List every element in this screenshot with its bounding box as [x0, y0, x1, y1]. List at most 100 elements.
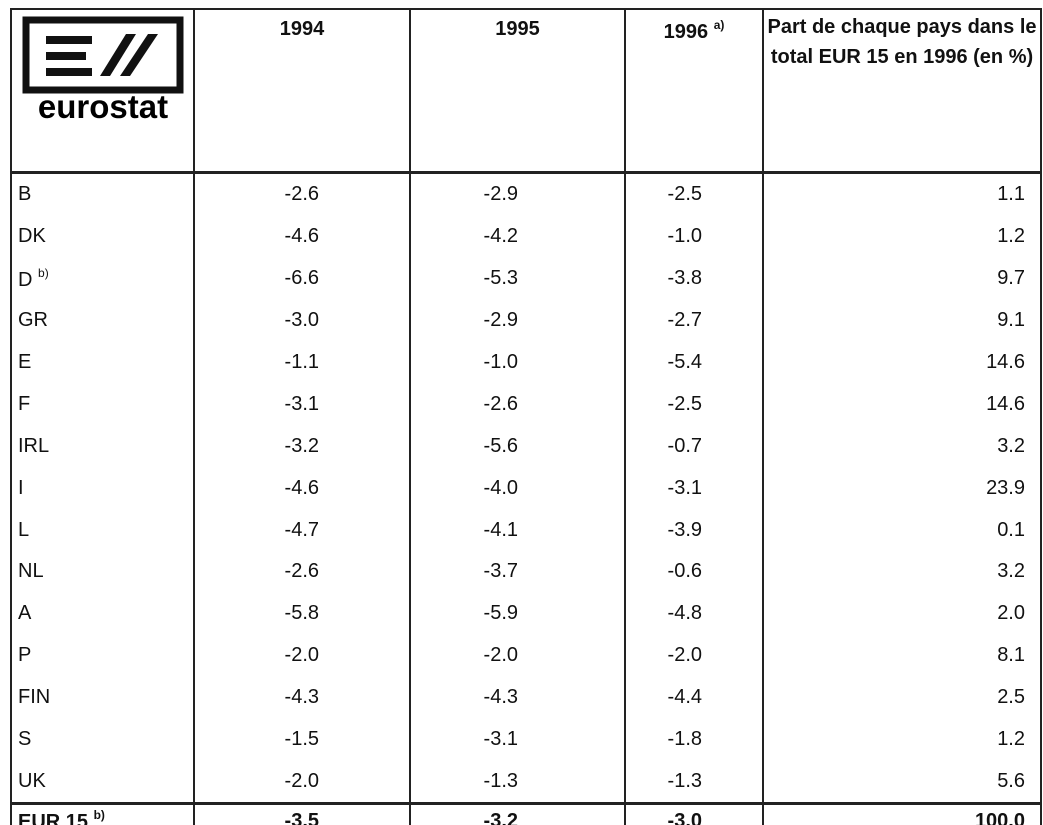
row-label: S — [10, 718, 195, 761]
data-row: IRL -3.2 -5.6 -0.7 3.2 — [10, 425, 1042, 468]
column-header: Part de chaque pays dans le total EUR 15… — [762, 8, 1042, 174]
cell-value: -5.3 — [409, 257, 626, 300]
logo-text: eurostat — [37, 88, 167, 125]
label-text: S — [18, 728, 32, 751]
cell-value: -6.6 — [193, 257, 411, 300]
row-label: EUR 15 b) — [10, 802, 195, 825]
cell-value: -2.6 — [193, 551, 411, 593]
cell-value: -2.6 — [193, 172, 411, 216]
cell-value: -3.1 — [409, 718, 626, 761]
cell-value: -1.0 — [409, 341, 626, 384]
label-text: B — [18, 183, 32, 206]
data-row: S -1.5 -3.1 -1.8 1.2 — [10, 718, 1042, 761]
cell-value: 8.1 — [762, 634, 1042, 677]
cell-value: -3.1 — [624, 467, 764, 510]
label-text: EUR 15 — [18, 811, 89, 825]
row-label: F — [10, 383, 195, 426]
label-text: E — [18, 351, 32, 373]
data-row: E -1.1 -1.0 -5.4 14.6 — [10, 341, 1042, 384]
data-row: DK -4.6 -4.2 -1.0 1.2 — [10, 215, 1042, 258]
cell-value: -4.3 — [409, 676, 626, 719]
cell-value: -3.5 — [193, 802, 411, 825]
cell-value: -5.9 — [409, 592, 626, 635]
cell-value: -2.9 — [409, 299, 626, 342]
data-row: F -3.1 -2.6 -2.5 14.6 — [10, 383, 1042, 426]
column-header: 1995 — [409, 8, 626, 174]
data-row: B -2.6 -2.9 -2.5 1.1 — [10, 172, 1042, 216]
cell-value: -4.1 — [409, 509, 626, 552]
cell-value: 1.1 — [762, 172, 1042, 216]
cell-value: 9.7 — [762, 257, 1042, 300]
cell-value: 1.2 — [762, 718, 1042, 761]
row-label: NL — [10, 551, 195, 593]
header-label: 1996 — [663, 21, 709, 43]
data-row: FIN -4.3 -4.3 -4.4 2.5 — [10, 676, 1042, 719]
cell-value: -2.0 — [624, 634, 764, 677]
cell-value: -1.1 — [193, 341, 411, 384]
label-text: F — [18, 392, 31, 415]
cell-value: 0.1 — [762, 509, 1042, 552]
row-label: E — [10, 341, 195, 384]
cell-value: -1.0 — [624, 215, 764, 258]
cell-value: -4.6 — [193, 215, 411, 258]
cell-value: -4.8 — [624, 592, 764, 635]
cell-value: -1.3 — [409, 760, 626, 804]
data-row: UK -2.0 -1.3 -1.3 5.6 — [10, 760, 1042, 804]
cell-value: -1.8 — [624, 718, 764, 761]
footnote-mark: b) — [93, 808, 105, 823]
cell-value: 14.6 — [762, 383, 1042, 426]
logo-glyph — [45, 34, 158, 76]
cell-value: -4.0 — [409, 467, 626, 510]
cell-value: -2.5 — [624, 383, 764, 426]
cell-value: -0.6 — [624, 551, 764, 593]
row-label: D b) — [10, 257, 195, 300]
cell-value: 14.6 — [762, 341, 1042, 384]
cell-value: 9.1 — [762, 299, 1042, 342]
cell-value: -5.6 — [409, 425, 626, 468]
cell-value: 5.6 — [762, 760, 1042, 804]
row-label: UK — [10, 760, 195, 804]
header-row: eurostat 1994 1995 1996 a) Part de chaque p… — [10, 8, 1042, 174]
row-label: FIN — [10, 676, 195, 719]
row-label: P — [10, 634, 195, 677]
cell-value: -5.4 — [624, 341, 764, 384]
cell-value: -2.0 — [409, 634, 626, 677]
row-label: GR — [10, 299, 195, 342]
column-header: 1994 — [193, 8, 411, 174]
cell-value: -1.5 — [193, 718, 411, 761]
cell-value: -3.0 — [624, 802, 764, 825]
data-row: L -4.7 -4.1 -3.9 0.1 — [10, 509, 1042, 552]
cell-value: -0.7 — [624, 425, 764, 468]
cell-value: 1.2 — [762, 215, 1042, 258]
cell-value: -5.8 — [193, 592, 411, 635]
cell-value: -2.0 — [193, 634, 411, 677]
cell-value: 23.9 — [762, 467, 1042, 510]
label-text: L — [18, 518, 30, 541]
cell-value: 3.2 — [762, 425, 1042, 468]
label-text: GR — [18, 309, 48, 332]
cell-value: -3.7 — [409, 551, 626, 593]
cell-value: -2.5 — [624, 172, 764, 216]
total-row: EUR 15 b) -3.5 -3.2 -3.0 100.0 — [10, 802, 1042, 825]
cell-value: -4.7 — [193, 509, 411, 552]
data-row: I -4.6 -4.0 -3.1 23.9 — [10, 467, 1042, 510]
cell-value: -3.8 — [624, 257, 764, 300]
cell-value: 2.5 — [762, 676, 1042, 719]
label-text: FIN — [18, 686, 51, 709]
footnote-mark: b) — [38, 265, 49, 280]
header-label: 1994 — [279, 18, 325, 40]
cell-value: 3.2 — [762, 551, 1042, 593]
label-text: P — [18, 644, 32, 667]
data-row: D b) -6.6 -5.3 -3.8 9.7 — [10, 257, 1042, 300]
header-label: Part de chaque pays dans le total EUR 15… — [767, 16, 1037, 68]
logo-cell: eurostat — [10, 8, 195, 174]
cell-value: -4.2 — [409, 215, 626, 258]
logo-frame — [22, 16, 183, 94]
cell-value: -2.0 — [193, 760, 411, 804]
label-text: DK — [18, 225, 46, 248]
cell-value: 2.0 — [762, 592, 1042, 635]
cell-value: 100.0 — [762, 802, 1042, 825]
column-header: 1996 a) — [624, 8, 764, 174]
data-row: GR -3.0 -2.9 -2.7 9.1 — [10, 299, 1042, 342]
